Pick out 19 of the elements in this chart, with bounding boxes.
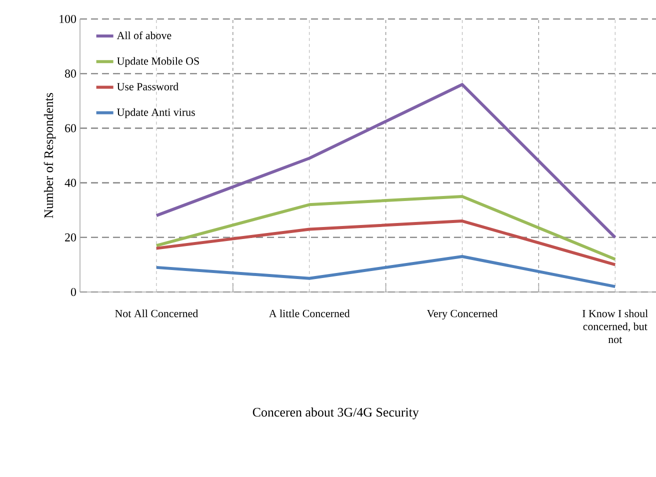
y-tick-label: 20	[65, 233, 76, 242]
line-series	[154, 194, 617, 261]
x-tick-label: I Know I shoul concerned, but not	[582, 310, 648, 344]
x-tick-label: A little Concerned	[268, 310, 350, 318]
x-tick-label: Very Concerned	[426, 310, 498, 320]
x-tick-label: Not All Concerned	[115, 310, 198, 318]
y-tick-label: 40	[64, 178, 76, 187]
line-series	[154, 255, 617, 288]
y-tick-label: 80	[64, 70, 76, 78]
y-tick-label: 100	[60, 14, 76, 24]
x-axis-title: Conceren about 3G/4G Security	[252, 408, 419, 420]
y-tick-label: 0	[70, 288, 76, 296]
line-series	[154, 220, 617, 266]
y-tick-label: 60	[65, 124, 76, 132]
legend-label: All of above	[116, 31, 172, 40]
legend-label: Use Password	[117, 82, 178, 90]
legend-label: Update Anti virus	[117, 108, 195, 118]
y-axis-title: Number of Respondents	[44, 93, 56, 218]
legend-label: Update Mobile OS	[117, 57, 199, 67]
